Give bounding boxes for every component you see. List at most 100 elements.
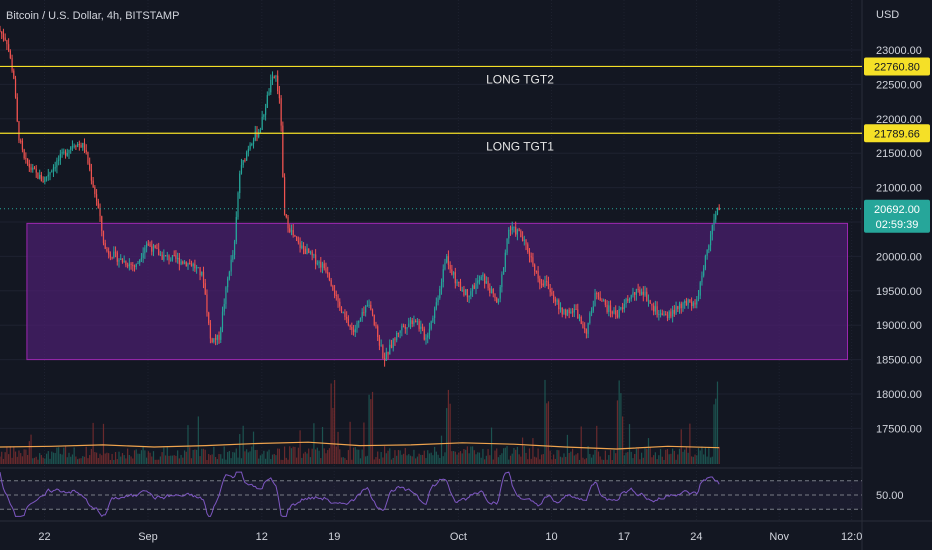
candle-body: [13, 70, 15, 79]
candle-body: [361, 312, 363, 319]
volume-bar: [390, 459, 393, 464]
candle-body: [78, 144, 80, 146]
volume-bar: [280, 459, 282, 464]
volume-bar: [659, 448, 662, 464]
volume-bar: [613, 449, 615, 464]
candle-body: [627, 299, 629, 301]
volume-bar: [461, 453, 463, 464]
candle-body: [592, 306, 594, 311]
volume-bar: [690, 456, 693, 464]
candle-body: [380, 345, 382, 347]
candle-body: [306, 248, 308, 255]
volume-bar: [180, 454, 182, 464]
volume-bar: [325, 453, 327, 464]
volume-bar: [192, 450, 194, 464]
candle-body: [14, 78, 17, 98]
candle-body: [6, 40, 8, 45]
volume-bar: [82, 456, 84, 464]
volume-bar: [715, 398, 717, 464]
candle-body: [504, 252, 506, 268]
volume-bar: [132, 458, 134, 464]
candle-body: [127, 265, 129, 267]
candle-body: [632, 292, 634, 296]
candle-body: [696, 299, 698, 305]
candle-body: [456, 281, 458, 284]
volume-bar: [384, 446, 386, 464]
volume-bar: [711, 456, 713, 464]
candle-body: [396, 332, 398, 341]
volume-bar: [85, 446, 87, 464]
candle-body: [225, 287, 227, 305]
volume-bar: [232, 452, 234, 464]
candle-body: [530, 256, 532, 258]
volume-bar: [473, 450, 475, 464]
volume-bar: [71, 454, 74, 464]
volume-bar: [684, 449, 686, 464]
volume-bar: [406, 455, 408, 464]
volume-bar: [230, 458, 232, 464]
volume-bar: [252, 431, 255, 464]
candle-body: [565, 309, 567, 316]
volume-bar: [213, 446, 215, 464]
candle-body: [23, 149, 25, 159]
volume-bar: [701, 446, 703, 464]
candle-body: [109, 254, 111, 258]
volume-bar: [511, 453, 513, 464]
y-tick-label: 21500.00: [876, 148, 922, 160]
volume-bar: [666, 448, 669, 464]
candle-body: [575, 308, 577, 310]
volume-bar: [542, 454, 544, 464]
candle-body: [368, 304, 370, 306]
candle-body: [82, 142, 84, 148]
x-tick-label: Sep: [138, 531, 158, 543]
volume-bar: [258, 458, 260, 464]
volume-bar: [323, 448, 325, 464]
volume-bar: [528, 448, 531, 464]
volume-bar: [171, 455, 174, 464]
candle-body: [516, 229, 519, 235]
candle-body: [673, 309, 675, 314]
volume-bar: [506, 446, 508, 464]
candle-body: [596, 293, 598, 295]
volume-bar: [582, 457, 584, 464]
volume-bar: [382, 457, 384, 464]
y-tick-label: 22500.00: [876, 79, 922, 91]
candle-body: [66, 152, 68, 156]
candle-body: [242, 160, 244, 165]
volume-bar: [59, 453, 61, 464]
candle-body: [263, 114, 265, 117]
volume-bar: [375, 457, 377, 464]
volume-bar: [504, 447, 506, 464]
volume-bar: [256, 449, 258, 464]
volume-bar: [304, 451, 306, 464]
candle-body: [268, 92, 270, 96]
volume-bar: [106, 452, 108, 464]
candle-body: [699, 282, 701, 296]
candle-body: [182, 261, 184, 264]
volume-bar: [513, 448, 515, 464]
candle-body: [466, 289, 468, 298]
candle-body: [40, 174, 42, 182]
volume-bar: [151, 456, 153, 464]
volume-bar: [646, 448, 648, 464]
candle-body: [342, 312, 344, 314]
candle-body: [2, 33, 5, 38]
candle-body: [273, 76, 275, 78]
volume-bar: [478, 452, 481, 464]
x-tick-label: 19: [328, 531, 340, 543]
x-tick-label: 12:0: [841, 531, 862, 543]
volume-bar: [275, 455, 277, 464]
candle-body: [102, 230, 105, 244]
volume-bar: [689, 423, 691, 464]
candle-body: [159, 254, 161, 256]
volume-bar: [40, 455, 42, 464]
volume-bar: [108, 453, 110, 464]
volume-bar: [214, 456, 217, 464]
target-line-label: LONG TGT2: [486, 72, 554, 86]
candle-body: [214, 338, 217, 340]
candle-body: [149, 243, 151, 247]
volume-bar: [399, 450, 401, 464]
volume-bar: [340, 457, 343, 464]
candle-body: [202, 271, 205, 284]
